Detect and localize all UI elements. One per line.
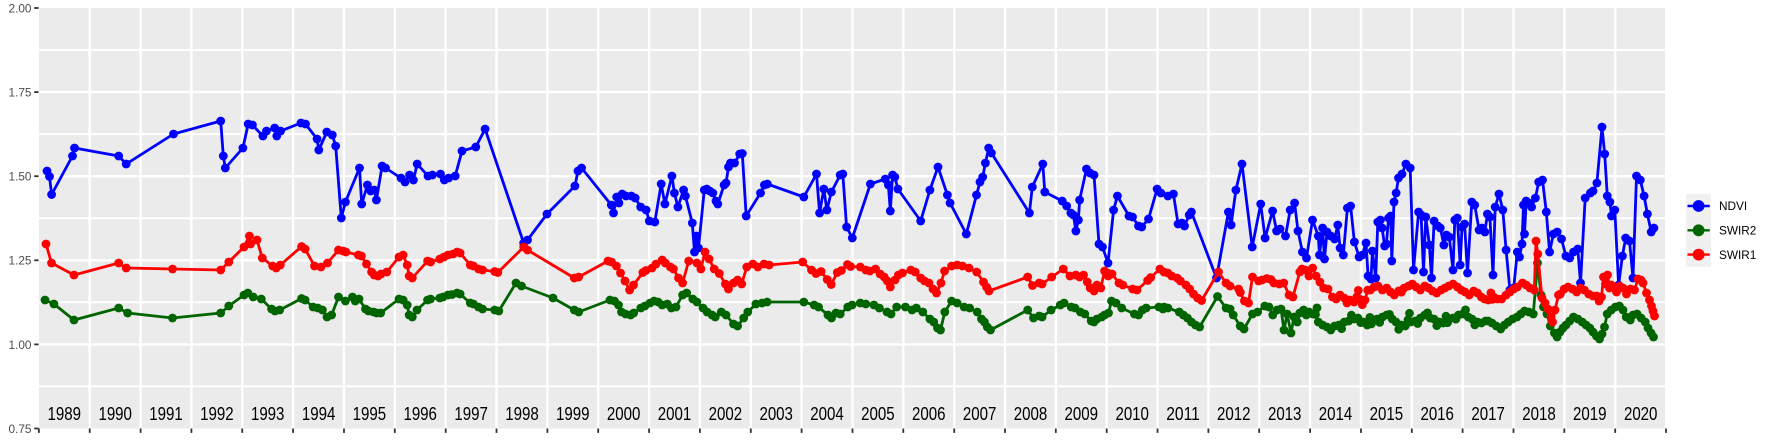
svg-text:1992: 1992 [200, 403, 234, 424]
svg-text:1997: 1997 [454, 403, 488, 424]
svg-text:2001: 2001 [658, 403, 692, 424]
svg-text:1.25: 1.25 [9, 254, 32, 268]
svg-text:SWIR1: SWIR1 [1719, 248, 1756, 262]
svg-text:2016: 2016 [1420, 403, 1454, 424]
svg-text:2.00: 2.00 [9, 1, 32, 15]
svg-text:1989: 1989 [48, 403, 82, 424]
svg-text:1996: 1996 [403, 403, 437, 424]
svg-text:2013: 2013 [1268, 403, 1302, 424]
svg-text:1.50: 1.50 [9, 170, 32, 184]
svg-text:NDVI: NDVI [1719, 199, 1747, 213]
svg-text:1994: 1994 [302, 403, 336, 424]
svg-text:1990: 1990 [98, 403, 132, 424]
svg-text:2020: 2020 [1624, 403, 1658, 424]
svg-text:2004: 2004 [810, 403, 844, 424]
svg-text:2014: 2014 [1319, 403, 1353, 424]
svg-text:2018: 2018 [1522, 403, 1556, 424]
svg-text:2010: 2010 [1115, 403, 1149, 424]
svg-text:0.75: 0.75 [9, 422, 32, 436]
svg-text:2002: 2002 [709, 403, 743, 424]
svg-text:SWIR2: SWIR2 [1719, 224, 1756, 238]
svg-text:2009: 2009 [1065, 403, 1099, 424]
svg-text:1993: 1993 [251, 403, 285, 424]
svg-text:1995: 1995 [353, 403, 387, 424]
svg-text:2019: 2019 [1573, 403, 1607, 424]
svg-text:2015: 2015 [1370, 403, 1404, 424]
svg-text:2006: 2006 [912, 403, 946, 424]
svg-text:2011: 2011 [1166, 403, 1200, 424]
svg-text:2017: 2017 [1471, 403, 1505, 424]
svg-text:2007: 2007 [963, 403, 997, 424]
svg-text:1.00: 1.00 [9, 338, 32, 352]
svg-text:1999: 1999 [556, 403, 590, 424]
svg-text:1998: 1998 [505, 403, 539, 424]
svg-text:1.75: 1.75 [9, 86, 32, 100]
svg-text:2003: 2003 [759, 403, 793, 424]
svg-text:2005: 2005 [861, 403, 895, 424]
svg-text:2000: 2000 [607, 403, 641, 424]
svg-text:2012: 2012 [1217, 403, 1251, 424]
svg-text:1991: 1991 [149, 403, 183, 424]
svg-text:2008: 2008 [1014, 403, 1048, 424]
